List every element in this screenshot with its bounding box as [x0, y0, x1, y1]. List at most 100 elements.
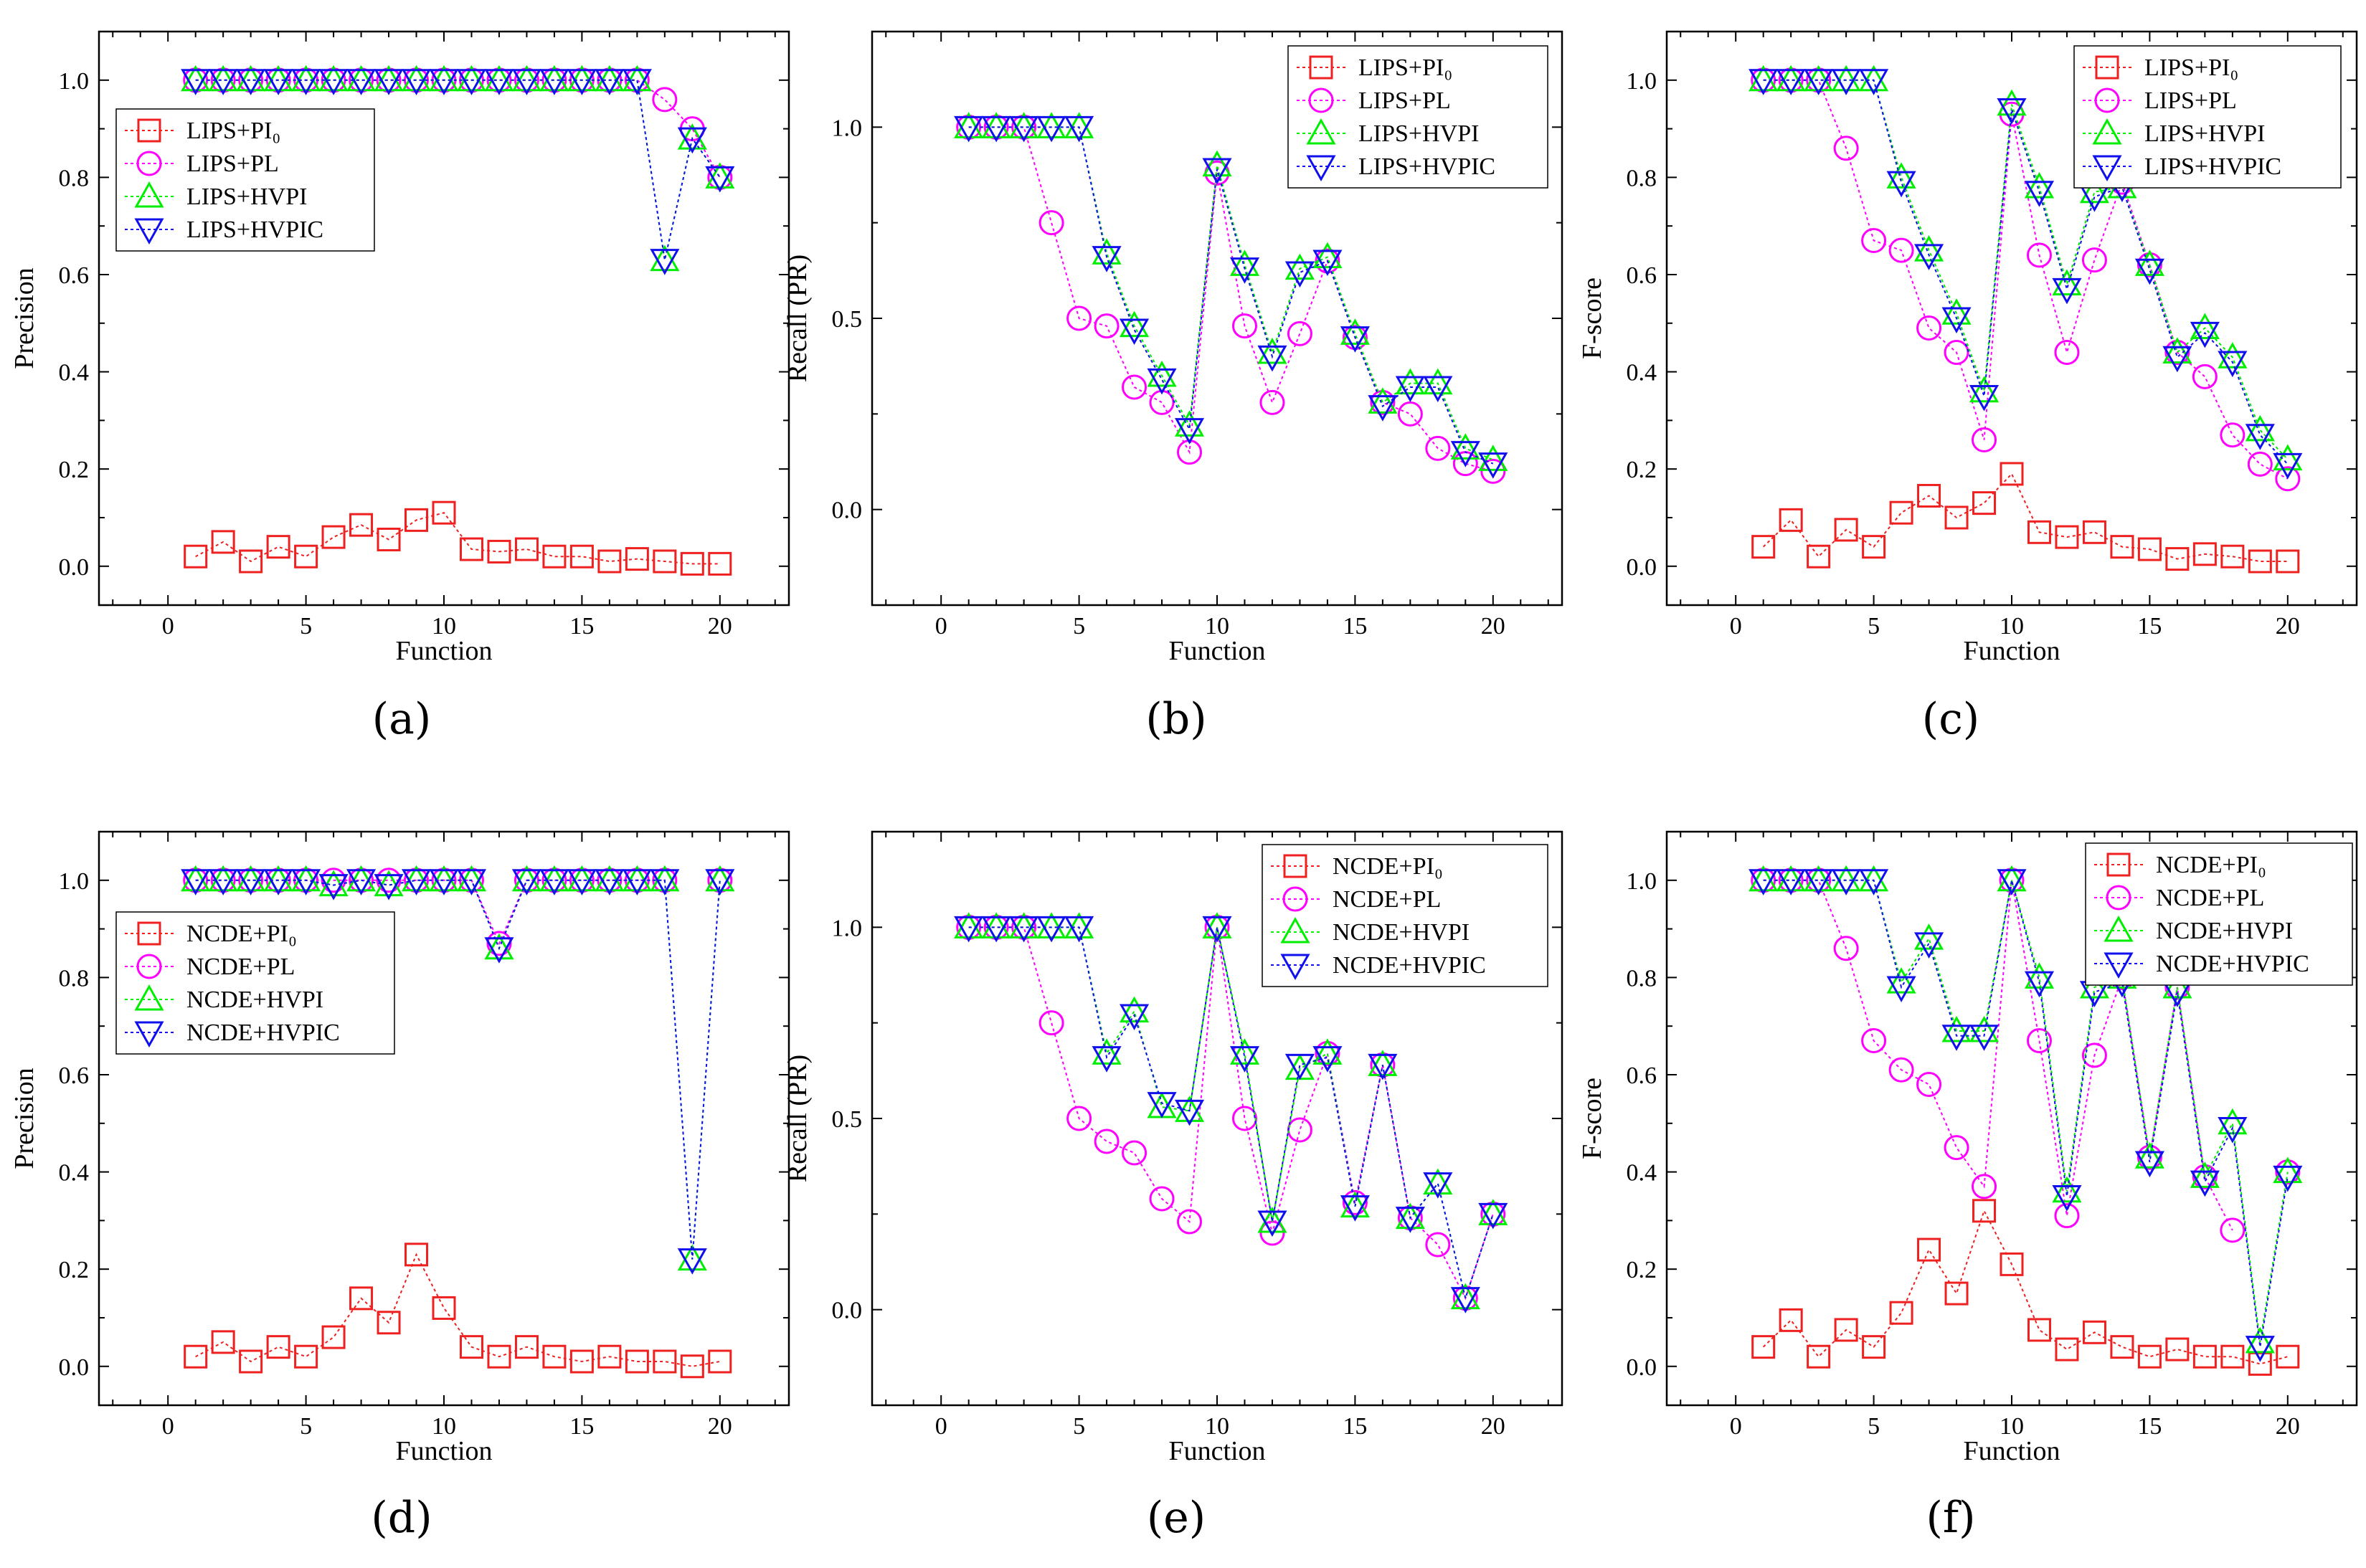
- data-point: [1478, 1202, 1508, 1230]
- data-point: [1202, 916, 1232, 943]
- data-point: [1776, 869, 1806, 895]
- data-point: [1009, 912, 1039, 939]
- y-tick-label: 0.0: [1627, 554, 1657, 581]
- data-point: [1066, 1106, 1092, 1131]
- data-point: [1831, 65, 1861, 92]
- data-point: [1122, 374, 1147, 400]
- data-point: [1480, 458, 1506, 484]
- data-point: [511, 65, 542, 92]
- x-tick-label: 15: [569, 1413, 594, 1440]
- data-point: [263, 869, 293, 895]
- data-point: [2134, 1151, 2164, 1178]
- data-point: [1092, 238, 1122, 265]
- data-point: [429, 865, 459, 892]
- data-point: [1450, 1283, 1480, 1310]
- data-point: [2110, 535, 2134, 559]
- legend-entry: NCDE+PL: [1333, 886, 1441, 913]
- data-point: [2248, 1351, 2272, 1376]
- data-point: [291, 65, 321, 92]
- data-point: [208, 869, 238, 895]
- legend-marker: [134, 984, 164, 1011]
- data-point: [2190, 313, 2220, 340]
- data-point: [374, 69, 404, 95]
- data-point: [1094, 313, 1120, 339]
- y-tick-label: 1.0: [1627, 868, 1657, 895]
- data-point: [1834, 518, 1858, 542]
- data-point: [487, 1344, 511, 1369]
- data-point: [266, 535, 290, 559]
- data-point: [377, 527, 401, 551]
- data-point: [542, 1344, 567, 1369]
- chart-panel-5: 0 5 10 15 20 0.0 0.5 1.0 Function Recall (PR) NCDE…: [782, 830, 1563, 1466]
- data-point: [1859, 869, 1889, 895]
- y-tick-label: 0.6: [59, 262, 90, 289]
- series-line: [1762, 472, 2288, 562]
- data-point: [2273, 1165, 2303, 1192]
- series-1: [184, 500, 732, 576]
- data-point: [2081, 1042, 2107, 1068]
- data-point: [1287, 320, 1312, 346]
- data-point: [1036, 115, 1066, 143]
- y-axis-title: F-score: [1577, 277, 1607, 359]
- data-point: [1119, 310, 1150, 338]
- series-1: [1751, 1199, 2300, 1376]
- data-point: [1749, 865, 1779, 892]
- data-point: [2245, 1326, 2275, 1354]
- data-point: [1972, 1174, 1997, 1199]
- data-point: [1229, 250, 1260, 276]
- data-point: [1340, 1191, 1370, 1218]
- data-point: [567, 69, 597, 95]
- legend-entry: LIPS+HVPIC: [1358, 153, 1495, 180]
- data-point: [181, 869, 211, 895]
- data-point: [374, 65, 404, 92]
- data-point: [318, 874, 349, 901]
- data-point: [2245, 424, 2275, 450]
- data-point: [456, 865, 487, 892]
- data-point: [622, 865, 652, 892]
- data-point: [595, 65, 625, 92]
- data-point: [680, 1354, 704, 1379]
- data-point: [2024, 962, 2055, 989]
- panel-label-f: (f): [1926, 1493, 1976, 1543]
- legend-marker: [1306, 118, 1336, 145]
- data-point: [1038, 210, 1064, 236]
- data-point: [2027, 520, 2051, 544]
- legend-marker: [137, 118, 161, 143]
- data-point: [1064, 916, 1094, 943]
- data-point: [1969, 1025, 2000, 1051]
- data-point: [1119, 318, 1150, 346]
- data-point: [595, 869, 625, 895]
- data-point: [2192, 1344, 2217, 1369]
- y-tick-label: 0.0: [832, 498, 863, 524]
- data-point: [981, 912, 1011, 939]
- data-point: [539, 65, 569, 92]
- data-point: [2276, 1344, 2300, 1369]
- data-point: [1257, 337, 1287, 364]
- y-tick-label: 0.0: [1627, 1354, 1657, 1381]
- data-point: [1423, 1172, 1453, 1199]
- data-point: [1969, 376, 2000, 403]
- data-point: [266, 1335, 290, 1359]
- data-point: [981, 916, 1011, 943]
- data-point: [1340, 326, 1370, 353]
- data-point: [625, 1349, 649, 1374]
- y-tick-label: 0.8: [1627, 965, 1657, 992]
- data-point: [1231, 313, 1257, 339]
- legend-entry: LIPS+HVPI: [186, 184, 307, 210]
- data-point: [184, 1344, 208, 1369]
- data-point: [321, 1325, 346, 1349]
- data-point: [236, 69, 266, 95]
- y-tick-label: 0.2: [1627, 1257, 1657, 1283]
- data-point: [1231, 1106, 1257, 1131]
- y-tick-label: 0.4: [1627, 1160, 1657, 1187]
- data-point: [705, 166, 735, 193]
- x-tick-label: 0: [1730, 613, 1742, 640]
- legend-entry: NCDE+HVPIC: [186, 1020, 340, 1046]
- data-point: [514, 1335, 539, 1359]
- data-point: [377, 1311, 401, 1335]
- data-point: [346, 869, 377, 895]
- data-point: [2055, 1337, 2079, 1362]
- data-point: [1751, 1335, 1776, 1359]
- data-point: [1395, 1207, 1425, 1233]
- data-point: [2220, 1217, 2246, 1243]
